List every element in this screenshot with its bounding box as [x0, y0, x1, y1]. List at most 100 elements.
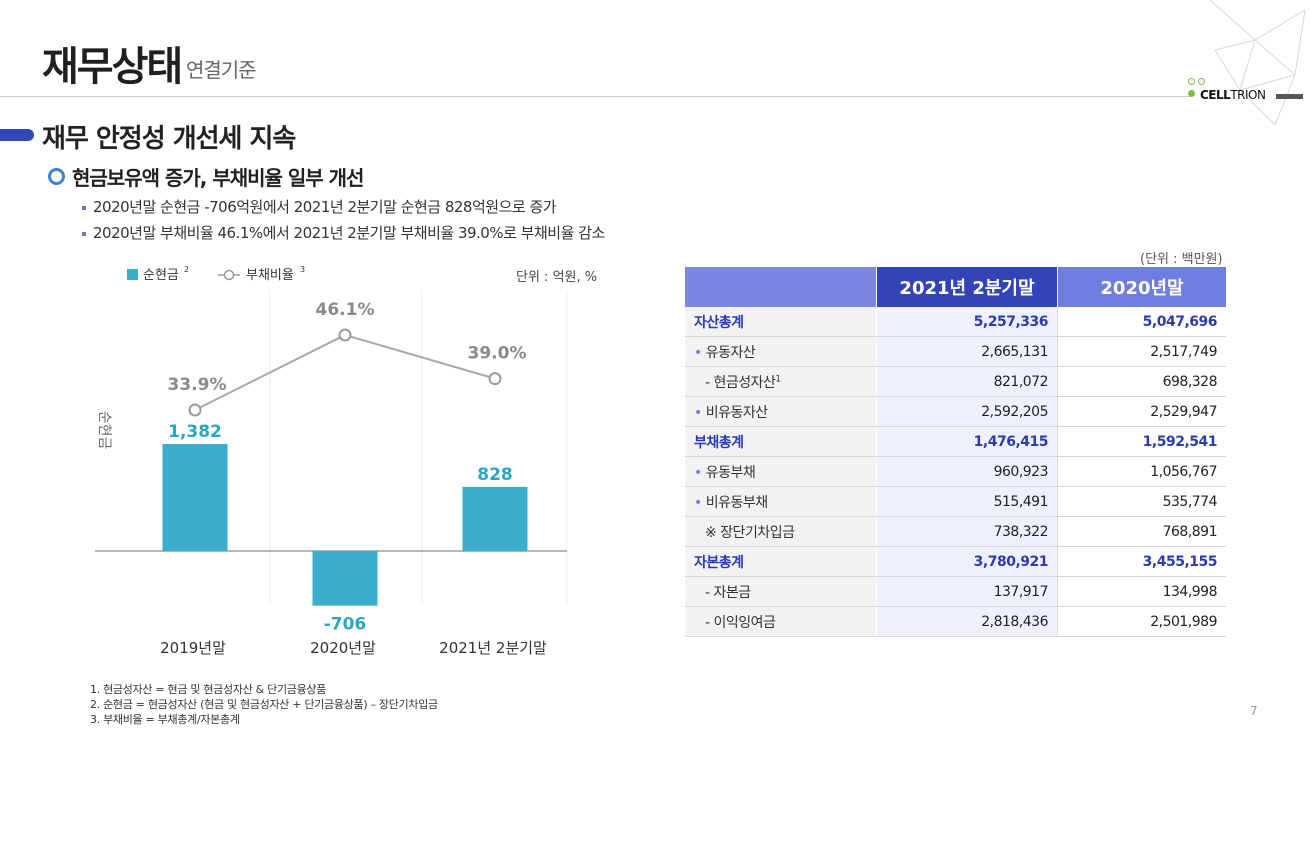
balance-sheet-table: 2021년 2분기말 2020년말 자산총계 5,257,336 5,047,696…: [685, 267, 1226, 637]
table-unit-label: (단위 : 백만원): [1140, 252, 1223, 267]
bullet-dot-icon: •: [694, 464, 702, 481]
row-label-text: 부채총계: [694, 434, 744, 451]
table-row: - 이익잉여금 2,818,436 2,501,989: [685, 606, 1226, 637]
value-2020: 768,891: [1057, 516, 1226, 547]
line-value-label: 39.0%: [468, 344, 527, 364]
x-tick-label: 2021년 2분기말: [439, 639, 547, 657]
value-2020: 698,328: [1057, 366, 1226, 397]
legend-bar-footnote: 2: [184, 265, 189, 274]
section-marker: [0, 129, 34, 141]
line-value-label: 46.1%: [316, 300, 375, 320]
bar-value-label: 828: [477, 465, 513, 485]
y-axis-label: 순현금: [96, 411, 112, 450]
bar-value-label: 1,382: [168, 422, 222, 442]
table-row: • 유동부채 960,923 1,056,767: [685, 456, 1226, 487]
value-2020: 5,047,696: [1057, 307, 1226, 337]
value-2021: 821,072: [876, 366, 1058, 397]
logo-text: CELLTRION: [1200, 88, 1266, 102]
value-2021: 738,322: [876, 516, 1058, 547]
row-label: • 유동자산: [685, 336, 877, 367]
chart-unit-label: 단위 : 억원, %: [516, 270, 598, 285]
value-2021: 2,665,131: [876, 336, 1058, 367]
table-row: • 비유동자산 2,592,205 2,529,947: [685, 396, 1226, 427]
footnote: 2. 순현금 = 현금성자산 (현금 및 현금성자산 + 단기금융상품) – 장…: [90, 698, 438, 711]
row-label-text: 비유동부채: [705, 494, 768, 511]
bar-value-label: -706: [324, 615, 367, 635]
header-divider: [0, 96, 1190, 97]
value-2020: 3,455,155: [1057, 546, 1226, 577]
value-2021: 137,917: [876, 576, 1058, 607]
debt-ratio-line: [194, 333, 496, 411]
value-2020: 1,056,767: [1057, 456, 1226, 487]
value-2021: 515,491: [876, 486, 1058, 517]
value-2020: 535,774: [1057, 486, 1226, 517]
row-label: • 비유동자산: [685, 396, 877, 427]
square-bullet-icon: [82, 205, 86, 210]
table-row: - 현금성자산1 821,072 698,328: [685, 366, 1226, 397]
row-label: • 유동부채: [685, 456, 877, 487]
value-2021: 2,592,205: [876, 396, 1058, 427]
footnote: 1. 현금성자산 = 현금 및 현금성자산 & 단기금융상품: [90, 683, 327, 696]
row-label: - 자본금: [685, 576, 877, 607]
table-row: 자본총계 3,780,921 3,455,155: [685, 546, 1226, 577]
row-label: 자산총계: [685, 307, 877, 337]
footnotes: 1. 현금성자산 = 현금 및 현금성자산 & 단기금융상품 2. 순현금 = …: [90, 682, 438, 727]
table-header-2021: 2021년 2분기말: [876, 267, 1058, 307]
table-row: 자산총계 5,257,336 5,047,696: [685, 307, 1226, 337]
logo-bar: [1276, 94, 1303, 99]
bar-net-cash: [162, 444, 228, 551]
footnote-ref: 1: [775, 373, 781, 384]
row-label: - 현금성자산1: [685, 366, 877, 397]
page-number: 7: [1250, 704, 1258, 718]
legend-bar-label: 순현금: [143, 268, 179, 283]
bar-net-cash: [462, 486, 528, 551]
row-label-text: 자본총계: [694, 554, 744, 571]
bullet-dot-icon: •: [694, 404, 702, 421]
value-2020: 134,998: [1057, 576, 1226, 607]
square-bullet-icon: [82, 231, 86, 236]
value-2021: 3,780,921: [876, 546, 1058, 577]
row-label-text: 유동자산: [705, 344, 756, 361]
network-decoration: [1209, 0, 1306, 126]
page-subtitle: 연결기준: [186, 58, 257, 82]
celltrion-logo: CELLTRION: [1188, 78, 1308, 102]
row-label: ※ 장단기차입금: [685, 516, 877, 547]
table-row: • 비유동부채 515,491 535,774: [685, 486, 1226, 517]
section-subtitle: 현금보유액 증가, 부채비율 일부 개선: [72, 166, 364, 190]
value-2020: 2,501,989: [1057, 606, 1226, 637]
bullet-dot-icon: •: [694, 344, 702, 361]
table-header-row: 2021년 2분기말 2020년말: [685, 267, 1226, 307]
row-label: 자본총계: [685, 546, 877, 577]
legend-bar-swatch: [127, 269, 138, 280]
table-row: • 유동자산 2,665,131 2,517,749: [685, 336, 1226, 367]
bullet-point: 2020년말 부채비율 46.1%에서 2021년 2분기말 부채비율 39.0…: [82, 222, 605, 243]
table-header-label: [685, 267, 877, 307]
x-tick-label: 2020년말: [310, 639, 376, 657]
row-label-text: - 현금성자산: [705, 374, 776, 391]
value-2020: 2,517,749: [1057, 336, 1226, 367]
row-label-text: 유동부채: [705, 464, 756, 481]
page-title: 재무상태: [42, 44, 183, 90]
ring-bullet-icon: [48, 168, 65, 185]
debt-ratio-point: [488, 372, 502, 386]
value-2021: 1,476,415: [876, 426, 1058, 457]
table-row: 부채총계 1,476,415 1,592,541: [685, 426, 1226, 457]
row-label: 부채총계: [685, 426, 877, 457]
bullet-point: 2020년말 순현금 -706억원에서 2021년 2분기말 순현금 828억원…: [82, 196, 557, 217]
row-label-text: ※ 장단기차입금: [705, 524, 795, 541]
value-2021: 5,257,336: [876, 307, 1058, 337]
value-2020: 2,529,947: [1057, 396, 1226, 427]
row-label: • 비유동부채: [685, 486, 877, 517]
section-title: 재무 안정성 개선세 지속: [42, 124, 296, 154]
bullet-dot-icon: •: [694, 494, 702, 511]
legend-line-marker: [223, 269, 235, 281]
row-label-text: - 이익잉여금: [705, 614, 776, 631]
line-value-label: 33.9%: [168, 375, 227, 395]
row-label-text: 비유동자산: [705, 404, 768, 421]
table-row: ※ 장단기차입금 738,322 768,891: [685, 516, 1226, 547]
row-label: - 이익잉여금: [685, 606, 877, 637]
value-2021: 2,818,436: [876, 606, 1058, 637]
table-row: - 자본금 137,917 134,998: [685, 576, 1226, 607]
row-label-text: 자산총계: [694, 314, 744, 331]
debt-ratio-point: [188, 403, 202, 417]
